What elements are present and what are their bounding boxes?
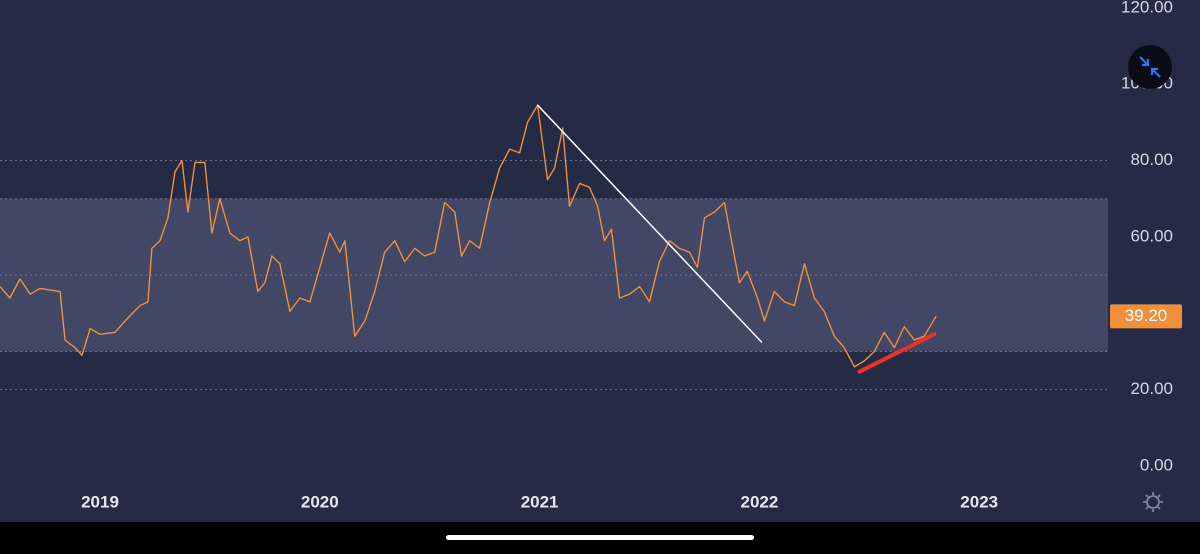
y-tick-label: 120.00 bbox=[1121, 0, 1173, 16]
trendline bbox=[536, 104, 763, 343]
collapse-button[interactable] bbox=[1128, 45, 1172, 89]
y-tick-label: 60.00 bbox=[1130, 226, 1173, 245]
last-value-label: 39.20 bbox=[1125, 306, 1168, 325]
y-tick-label: 20.00 bbox=[1130, 379, 1173, 398]
x-tick-label: 2022 bbox=[740, 492, 778, 511]
x-tick-label: 2021 bbox=[521, 492, 559, 511]
home-indicator bbox=[446, 535, 754, 540]
trendline bbox=[857, 332, 937, 374]
plot: 0.0020.0040.0060.0080.00100.00120.002019… bbox=[0, 0, 1182, 511]
settings-icon[interactable] bbox=[1143, 492, 1163, 512]
y-tick-label: 80.00 bbox=[1130, 150, 1173, 169]
last-value-box bbox=[1110, 304, 1182, 329]
band bbox=[0, 198, 1108, 352]
data-line bbox=[0, 104, 937, 368]
x-tick-label: 2023 bbox=[960, 492, 998, 511]
x-tick-label: 2019 bbox=[81, 492, 119, 511]
y-tick-label: 0.00 bbox=[1140, 455, 1173, 474]
x-tick-label: 2020 bbox=[301, 492, 339, 511]
